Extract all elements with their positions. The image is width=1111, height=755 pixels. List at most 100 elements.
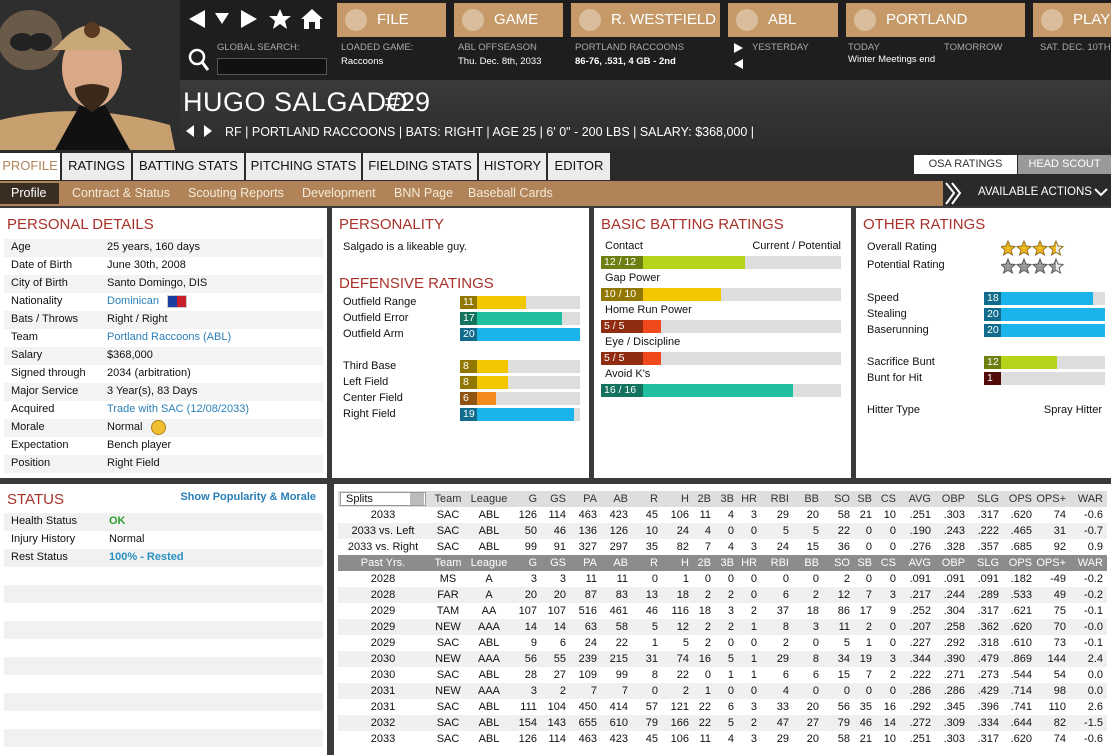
nav-button-label[interactable]: PLAY [1073, 11, 1111, 28]
table-cell: .644 [1010, 717, 1032, 729]
table-cell: OPS+ [1036, 557, 1066, 569]
table-cell: 21 [859, 509, 872, 521]
star-icon[interactable] [269, 9, 291, 29]
splits-select[interactable] [340, 492, 426, 506]
nav-button-label[interactable]: R. WESTFIELD [611, 11, 717, 28]
rating-box [601, 384, 643, 397]
nav-button[interactable]: ABL [728, 3, 838, 37]
back-icon[interactable] [189, 10, 205, 28]
table-cell: 3 [750, 733, 757, 745]
rating-value: Spray Hitter [1043, 404, 1102, 416]
table-cell: 15 [837, 669, 850, 681]
calendar-arrows[interactable] [732, 42, 744, 70]
table-cell: .286 [943, 685, 965, 697]
table-cell: 82 [676, 541, 689, 553]
tab[interactable]: FIELDING STATS [363, 153, 477, 180]
table-cell: ABL [478, 733, 500, 745]
tab[interactable]: PITCHING STATS [246, 153, 361, 180]
scout-tab[interactable]: HEAD SCOUT [1018, 155, 1111, 174]
table-cell: 109 [578, 669, 597, 681]
subtab[interactable]: Contract & Status [72, 186, 170, 200]
actions[interactable]: AVAILABLE ACTIONS [978, 186, 1092, 198]
nav-button[interactable]: GAME [454, 3, 563, 37]
search-input[interactable] [217, 58, 327, 75]
table-row [338, 651, 1107, 667]
table-cell: 0 [812, 573, 819, 585]
nav-button[interactable]: R. WESTFIELD [571, 3, 720, 37]
table-cell: .479 [977, 653, 999, 665]
rating-bar [460, 408, 574, 421]
tab[interactable]: PROFILE [0, 153, 60, 180]
tab[interactable]: EDITOR [548, 153, 610, 180]
calendar-label[interactable]: TOMORROW [944, 42, 1003, 53]
table-cell: 35 [645, 541, 658, 553]
table-header-row [338, 491, 1107, 507]
search-icon[interactable] [188, 48, 210, 72]
table-cell: RBI [770, 557, 789, 569]
nav-button[interactable]: PORTLAND [846, 3, 1025, 37]
table-cell: CS [880, 493, 896, 505]
nav-button-label[interactable]: ABL [768, 11, 797, 28]
status-row [4, 603, 323, 621]
table-cell: 5 [727, 653, 734, 665]
subtab[interactable]: Profile [11, 186, 47, 200]
table-cell: .317 [977, 733, 999, 745]
calendar-label[interactable]: SAT. DEC. 10TH [1040, 42, 1111, 53]
table-cell: 3 [812, 621, 819, 633]
select-caret[interactable] [410, 493, 424, 505]
detail-value[interactable]: Trade with SAC (12/08/2033) [107, 403, 250, 415]
table-cell: 6 [727, 701, 734, 713]
status-link[interactable]: Show Popularity & Morale [180, 491, 316, 503]
table-cell: 2029 [370, 637, 396, 649]
subtab[interactable]: Baseball Cards [468, 186, 553, 200]
tab[interactable]: BATTING STATS [133, 153, 244, 180]
detail-label: Acquired [11, 403, 55, 415]
detail-value[interactable]: Dominican [107, 295, 159, 307]
nav-button[interactable]: FILE [337, 3, 446, 37]
table-cell: 2.6 [1087, 701, 1103, 713]
tab[interactable]: HISTORY [479, 153, 546, 180]
detail-label: Expectation [11, 439, 69, 451]
table-cell: SAC [436, 701, 460, 713]
actions-caret[interactable] [1094, 186, 1108, 198]
table-cell: OBP [941, 493, 965, 505]
table-cell: 0 [750, 589, 757, 601]
table-cell: 106 [670, 733, 689, 745]
splits-select-label[interactable]: Splits [346, 493, 373, 505]
nav-button-label[interactable]: GAME [494, 11, 539, 28]
table-cell: .217 [909, 589, 931, 601]
table-cell: 0 [750, 573, 757, 585]
table-cell: .222 [977, 525, 999, 537]
table-row [338, 619, 1107, 635]
nav-button-label[interactable]: FILE [377, 11, 409, 28]
table-cell: 63 [584, 621, 597, 633]
table-cell: .303 [943, 509, 965, 521]
detail-value: 25 years, 160 days [107, 241, 200, 253]
scout-tab[interactable]: OSA RATINGS [914, 155, 1017, 174]
rating-name: Outfield Arm [343, 328, 404, 340]
home-icon[interactable] [301, 9, 323, 29]
status-row [4, 639, 323, 657]
forward-icon[interactable] [241, 10, 257, 28]
subtab[interactable]: Development [302, 186, 376, 200]
player-portrait [0, 0, 180, 150]
nav-button[interactable]: PLAY [1033, 3, 1111, 37]
calendar-label[interactable]: TODAY [848, 42, 880, 53]
table-cell: .091 [943, 573, 965, 585]
player-arrows[interactable] [184, 124, 216, 138]
table-cell: 11 [616, 573, 628, 585]
calendar-label[interactable]: YESTERDAY [752, 42, 809, 53]
search-label: GLOBAL SEARCH: [217, 42, 300, 53]
status-label: Injury History [11, 533, 76, 545]
subtab[interactable]: BNN Page [394, 186, 454, 200]
down-icon[interactable] [215, 13, 229, 24]
subtab[interactable]: Scouting Reports [188, 186, 284, 200]
table-cell: 450 [578, 701, 597, 713]
table-cell: NEW [435, 653, 461, 665]
detail-value[interactable]: Portland Raccoons (ABL) [107, 331, 232, 343]
table-cell: 2 [812, 589, 819, 601]
tab[interactable]: RATINGS [62, 153, 131, 180]
table-cell: 79 [837, 717, 850, 729]
table-cell: 0 [865, 525, 872, 537]
nav-button-label[interactable]: PORTLAND [886, 11, 968, 28]
